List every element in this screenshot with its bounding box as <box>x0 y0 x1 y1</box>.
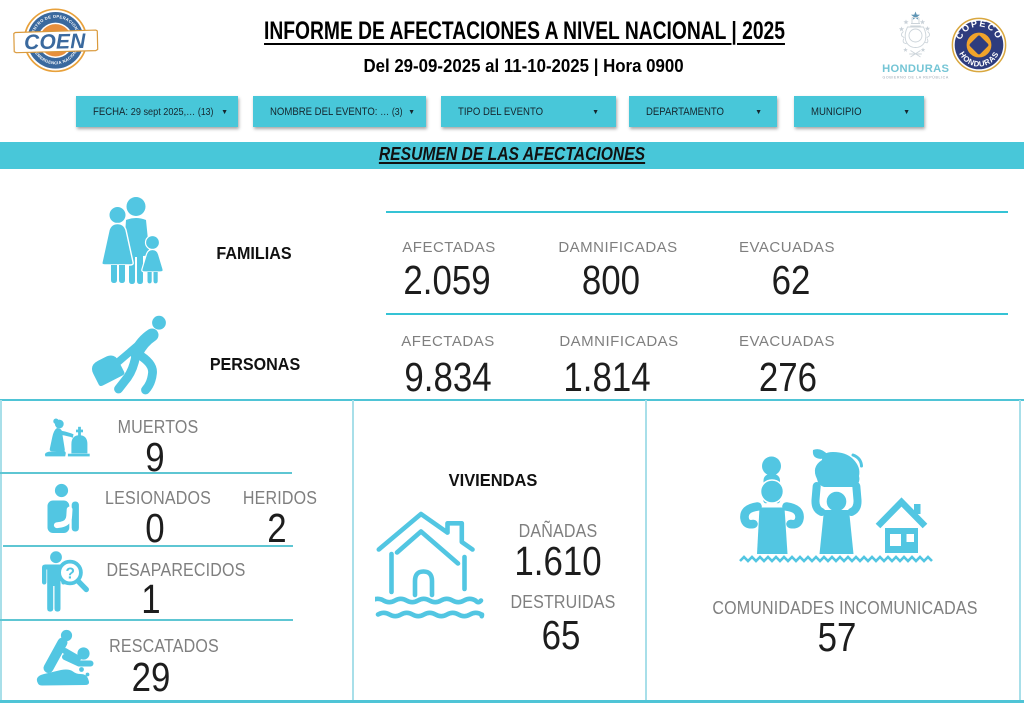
svg-text:?: ? <box>65 565 74 582</box>
svg-text:GOBIERNO DE LA REPÚBLICA: GOBIERNO DE LA REPÚBLICA <box>883 75 949 80</box>
svg-text:COEN: COEN <box>24 30 87 54</box>
svg-text:HONDURAS: HONDURAS <box>882 63 949 75</box>
